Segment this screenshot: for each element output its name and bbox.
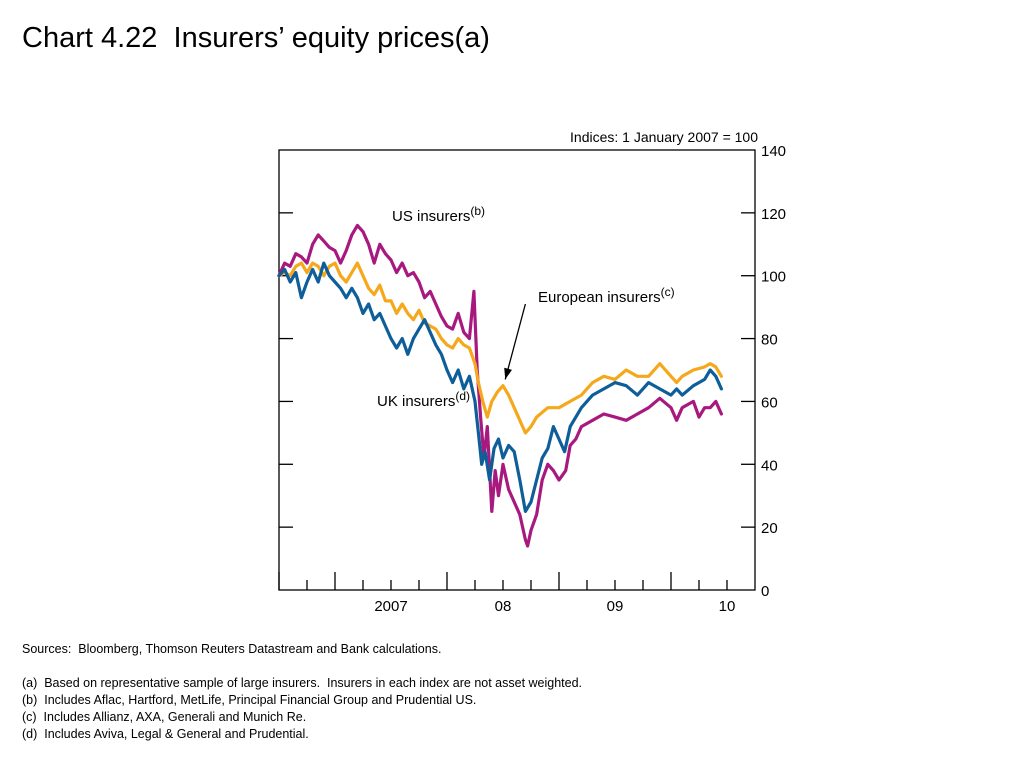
y-tick-label-140: 140 (761, 143, 786, 160)
footnote-a: (a) Based on representative sample of la… (22, 676, 583, 690)
x-tick-label-3: 10 (719, 598, 736, 615)
y-tick-label-120: 120 (761, 206, 786, 223)
units-label: Indices: 1 January 2007 = 100 (570, 129, 758, 145)
chart: Indices: 1 January 2007 = 100 0 20 40 60 80 1… (277, 129, 786, 615)
series-label-european-note: (c) (661, 285, 675, 299)
annotation-layer (504, 303, 527, 380)
series-label-us-name: US insurers (392, 208, 470, 225)
arrow-line (504, 303, 527, 380)
x-tick-label-0: 2007 (374, 598, 407, 615)
y-tick-label-0: 0 (761, 583, 769, 600)
arrow-head (504, 367, 512, 380)
y-tick-label-60: 60 (761, 394, 778, 411)
y-tick-label-20: 20 (761, 520, 778, 537)
x-axis: 2007 08 09 10 (278, 572, 736, 615)
y-tick-label-100: 100 (761, 269, 786, 286)
series-label-european: European insurers(c) (538, 285, 675, 306)
series-label-us: US insurers(b) (392, 204, 485, 225)
series-label-uk-note: (d) (455, 389, 470, 403)
series-layer (277, 223, 723, 548)
chart-title: Chart 4.22 Insurers’ equity prices(a) (22, 22, 490, 54)
y-tick-label-80: 80 (761, 332, 778, 349)
footnote-b: (b) Includes Aflac, Hartford, MetLife, P… (22, 693, 477, 707)
y-axis: 0 20 40 60 80 100 120 140 (279, 143, 786, 600)
series-line-0 (277, 223, 723, 548)
x-tick-label-1: 08 (495, 598, 512, 615)
y-tick-label-40: 40 (761, 457, 778, 474)
plot-frame (278, 149, 756, 591)
series-label-european-name: European insurers (538, 289, 661, 306)
footnote-c: (c) Includes Allianz, AXA, Generali and … (22, 710, 307, 724)
series-line-2 (277, 261, 723, 513)
series-label-us-note: (b) (470, 204, 485, 218)
series-label-uk: UK insurers(d) (377, 389, 470, 410)
footnote-d: (d) Includes Aviva, Legal & General and … (22, 727, 309, 741)
x-tick-label-2: 09 (607, 598, 624, 615)
series-label-uk-name: UK insurers (377, 393, 455, 410)
series-labels: US insurers(b) European insurers(c) UK i… (377, 204, 675, 410)
series-line-1 (277, 261, 723, 435)
sources-note: Sources: Bloomberg, Thomson Reuters Data… (22, 642, 442, 656)
